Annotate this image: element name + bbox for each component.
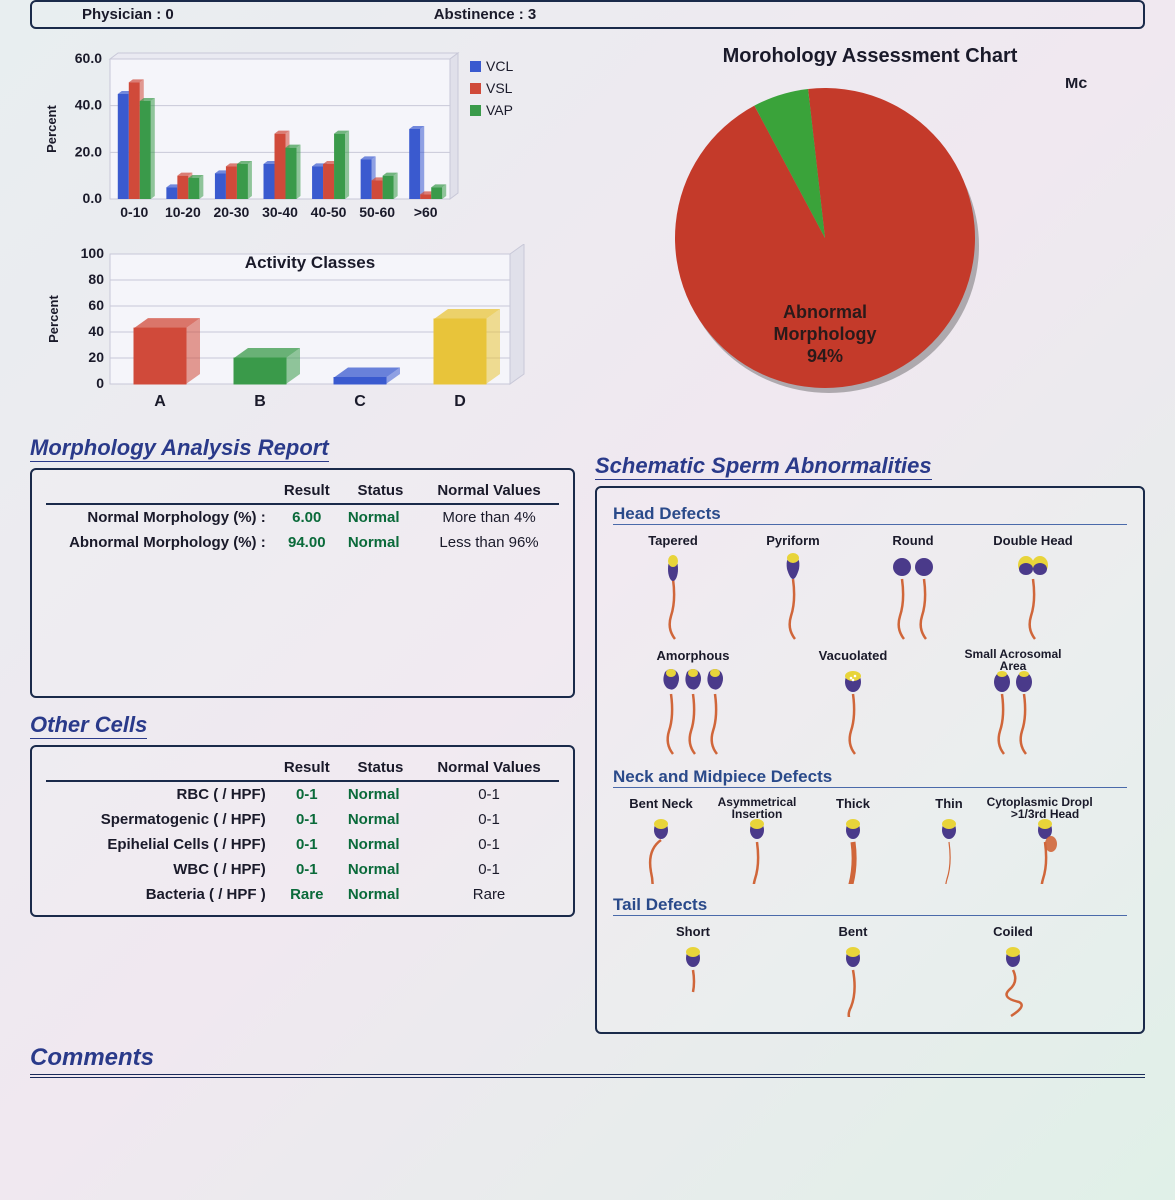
- svg-text:Percent: Percent: [46, 294, 61, 342]
- other-cells-table: ResultStatusNormal ValuesRBC ( / HPF)0-1…: [46, 755, 559, 907]
- svg-text:>60: >60: [414, 204, 438, 220]
- svg-text:Activity Classes: Activity Classes: [245, 253, 375, 272]
- physician-label: Physician : 0: [82, 6, 174, 23]
- head-defects-row2: AmorphousVacuolatedSmall AcrosomalArea: [613, 646, 1093, 756]
- svg-text:Area: Area: [1000, 659, 1027, 673]
- other-cells-box: ResultStatusNormal ValuesRBC ( / HPF)0-1…: [30, 745, 575, 917]
- table-row: Normal Morphology (%) :6.00NormalMore th…: [46, 504, 559, 530]
- comments-rule: [30, 1074, 1145, 1078]
- svg-text:Pyriform: Pyriform: [766, 533, 819, 548]
- morph-report-table: ResultStatusNormal ValuesNormal Morpholo…: [46, 478, 559, 555]
- schematic-title: Schematic Sperm Abnormalities: [595, 453, 932, 480]
- comments-title: Comments: [30, 1044, 1145, 1072]
- svg-text:Amorphous: Amorphous: [657, 648, 730, 663]
- morph-report-box: ResultStatusNormal ValuesNormal Morpholo…: [30, 468, 575, 698]
- svg-text:Double Head: Double Head: [993, 533, 1073, 548]
- tail-defects-title: Tail Defects: [613, 895, 1127, 916]
- svg-text:D: D: [454, 393, 466, 410]
- pie-title: Morohology Assessment Chart: [595, 45, 1145, 68]
- neck-defects-row: Bent NeckAsymmetricalInsertionThickThinC…: [613, 794, 1093, 884]
- svg-text:VSL: VSL: [486, 80, 513, 96]
- svg-text:30-40: 30-40: [262, 204, 298, 220]
- svg-text:40: 40: [88, 323, 104, 339]
- schematic-box: Head Defects Tapered Pyriform Round Double …: [595, 486, 1145, 1034]
- other-cells-title: Other Cells: [30, 712, 147, 739]
- svg-text:20: 20: [88, 349, 104, 365]
- svg-text:10-20: 10-20: [165, 204, 201, 220]
- head-defects-row1: Tapered Pyriform Round Double Head: [613, 531, 1093, 641]
- svg-text:0.0: 0.0: [83, 190, 103, 206]
- svg-text:0: 0: [96, 375, 104, 391]
- svg-text:Coiled: Coiled: [993, 924, 1033, 939]
- table-row: Epihelial Cells ( / HPF)0-1Normal0-1: [46, 832, 559, 857]
- svg-text:Round: Round: [892, 533, 933, 548]
- svg-text:50-60: 50-60: [359, 204, 395, 220]
- table-row: RBC ( / HPF)0-1Normal0-1: [46, 781, 559, 807]
- svg-text:20.0: 20.0: [75, 143, 102, 159]
- svg-text:VCL: VCL: [486, 58, 513, 74]
- morphology-pie: AbnormalMorphology94% Mc: [595, 78, 1095, 418]
- table-row: Spermatogenic ( / HPF)0-1Normal0-1: [46, 807, 559, 832]
- svg-text:Short: Short: [676, 924, 711, 939]
- svg-text:0-10: 0-10: [120, 204, 148, 220]
- svg-text:94%: 94%: [807, 346, 843, 366]
- svg-text:B: B: [254, 393, 266, 410]
- table-row: WBC ( / HPF)0-1Normal0-1: [46, 857, 559, 882]
- header-bar: Physician : 0 Abstinence : 3: [30, 0, 1145, 29]
- svg-text:60.0: 60.0: [75, 50, 102, 66]
- svg-text:VAP: VAP: [486, 102, 513, 118]
- svg-text:C: C: [354, 393, 366, 410]
- svg-text:>1/3rd Head: >1/3rd Head: [1011, 807, 1079, 821]
- svg-text:Mc: Mc: [1065, 78, 1087, 92]
- svg-text:60: 60: [88, 297, 104, 313]
- neck-defects-title: Neck and Midpiece Defects: [613, 767, 1127, 788]
- svg-text:Thin: Thin: [935, 796, 962, 811]
- head-defects-title: Head Defects: [613, 504, 1127, 525]
- morph-report-title: Morphology Analysis Report: [30, 435, 329, 462]
- svg-text:Insertion: Insertion: [732, 807, 783, 821]
- svg-text:40-50: 40-50: [311, 204, 347, 220]
- svg-text:Bent Neck: Bent Neck: [629, 796, 693, 811]
- table-row: Abnormal Morphology (%) :94.00NormalLess…: [46, 530, 559, 555]
- svg-text:Abnormal: Abnormal: [783, 302, 867, 322]
- activity-chart: 0 20 40 60 80 100 Percent Activity Classes A B C D: [30, 244, 575, 424]
- svg-text:Tapered: Tapered: [648, 533, 698, 548]
- svg-text:Vacuolated: Vacuolated: [819, 648, 888, 663]
- svg-text:Bent: Bent: [839, 924, 869, 939]
- svg-text:Thick: Thick: [836, 796, 871, 811]
- svg-text:Percent: Percent: [44, 104, 59, 152]
- table-row: Bacteria ( / HPF )RareNormalRare: [46, 882, 559, 907]
- abstinence-label: Abstinence : 3: [434, 6, 537, 23]
- svg-text:A: A: [154, 393, 166, 410]
- velocity-chart: 0.0 20.0 40.0 60.0 Percent 0-10 10-20 20-30 30-4…: [30, 39, 575, 239]
- svg-text:40.0: 40.0: [75, 97, 102, 113]
- svg-text:20-30: 20-30: [214, 204, 250, 220]
- svg-text:80: 80: [88, 271, 104, 287]
- tail-defects-row: Short Bent Coiled: [613, 922, 1093, 1017]
- svg-text:100: 100: [81, 245, 105, 261]
- svg-text:Morphology: Morphology: [774, 324, 877, 344]
